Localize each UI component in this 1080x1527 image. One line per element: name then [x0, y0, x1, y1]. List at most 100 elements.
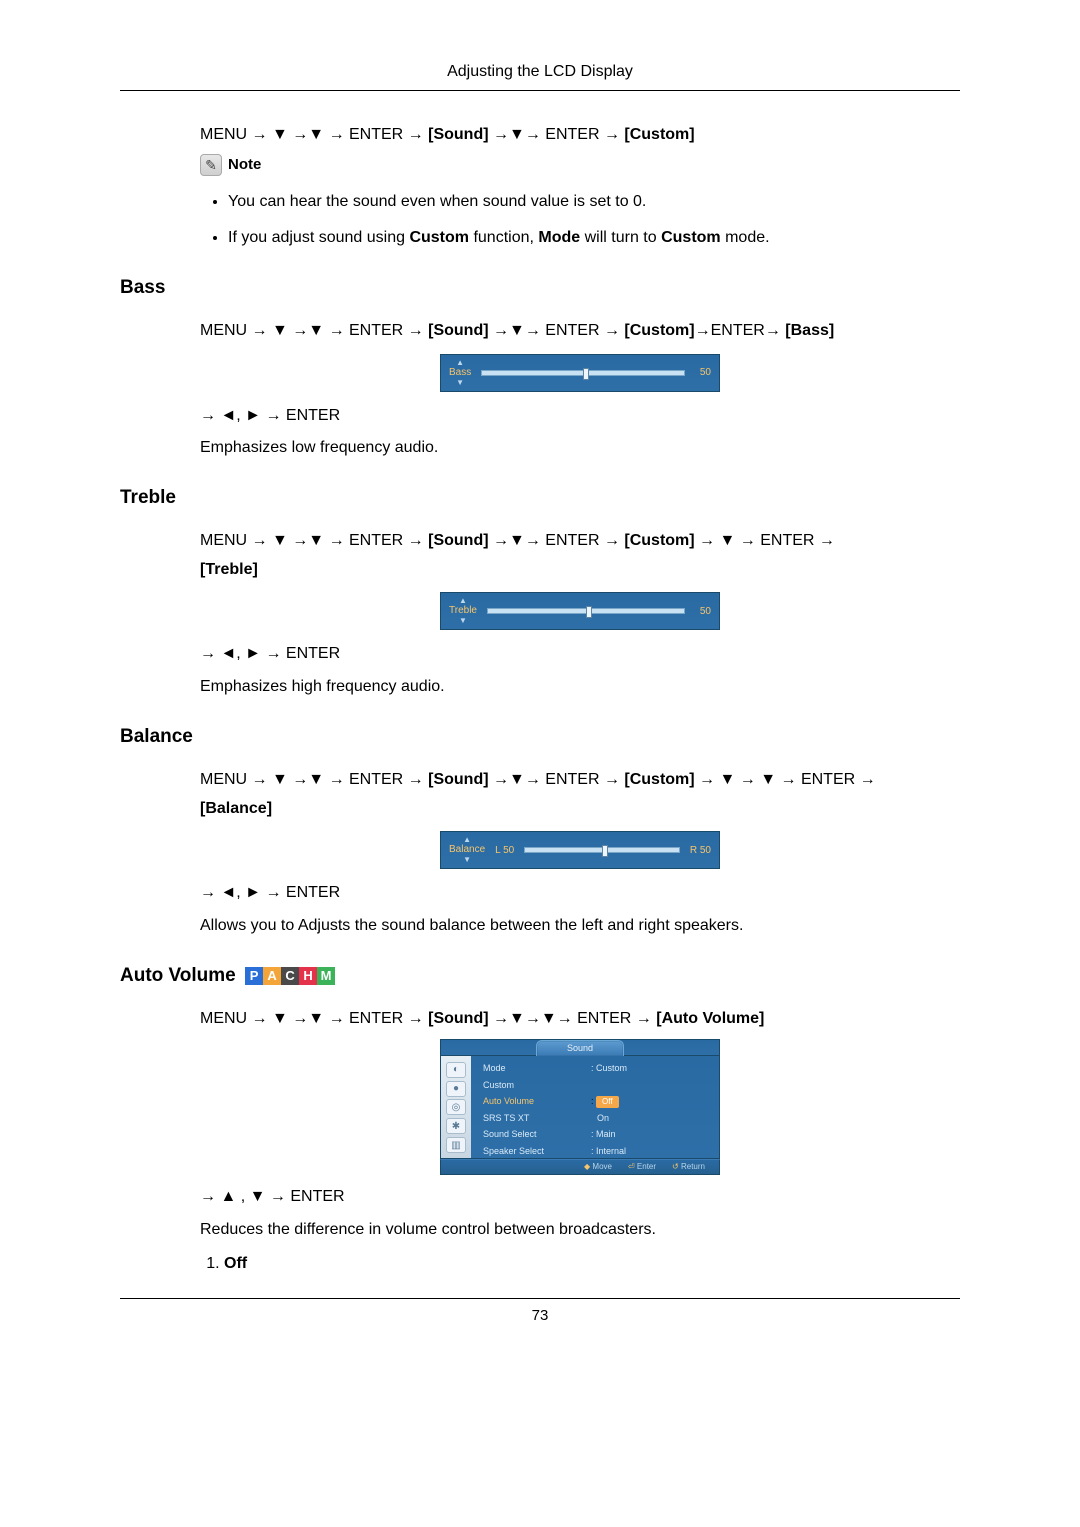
balance-right-label: R 50	[690, 843, 711, 858]
nav-custom: [Custom]	[624, 771, 694, 788]
nav-text: →▼→▼→ ENTER →	[489, 1010, 657, 1027]
nav-text: →ENTER→	[695, 322, 786, 339]
osd-body: ◐ ● ◎ ✱ ▥ Mode Custom Auto Volume SRS TS…	[440, 1055, 720, 1159]
balance-left-label: L 50	[495, 843, 514, 858]
osd-item[interactable]: SRS TS XT	[483, 1112, 573, 1126]
bullet-bold: Custom	[661, 229, 721, 246]
osd-item[interactable]: Speaker Select	[483, 1145, 573, 1159]
bass-block: MENU → ▼ →▼ → ENTER → [Sound] →▼→ ENTER …	[200, 317, 960, 461]
nav-sound: [Sound]	[428, 1010, 488, 1027]
slider-name: Balance	[449, 845, 485, 855]
nav-text: →▼→ ENTER →	[489, 322, 625, 339]
treble-desc: Emphasizes high frequency audio.	[200, 675, 960, 699]
osd-value: : Main	[591, 1128, 627, 1142]
bullet-text: If you adjust sound using	[228, 229, 409, 246]
nav-text: MENU → ▼ →▼ → ENTER →	[200, 771, 428, 788]
nav-text: →▼→ ENTER →	[489, 532, 625, 549]
page-number: 73	[120, 1305, 960, 1328]
bullet-bold: Custom	[409, 229, 469, 246]
badge-A: A	[263, 967, 281, 985]
arrow-up-icon: ▲	[459, 597, 467, 605]
osd-foot-return: ↺ Return	[672, 1161, 705, 1173]
osd-foot-return-label: Return	[681, 1162, 705, 1171]
section-autovol-title: Auto Volume PACHM	[120, 962, 960, 991]
nav-text: MENU → ▼ →▼ → ENTER →	[200, 322, 428, 339]
autovol-block: MENU → ▼ →▼ → ENTER → [Sound] →▼→▼→ ENTE…	[200, 1005, 960, 1277]
osd-columns: Mode Custom Auto Volume SRS TS XT Sound …	[471, 1056, 719, 1158]
bass-nav: MENU → ▼ →▼ → ENTER → [Sound] →▼→ ENTER …	[200, 317, 960, 346]
osd-item[interactable]: Custom	[483, 1079, 573, 1093]
osd-foot-enter: ⏎ Enter	[628, 1161, 656, 1173]
bass-slider-thumb[interactable]	[583, 368, 589, 380]
badge-C: C	[281, 967, 299, 985]
gear-icon[interactable]: ✱	[446, 1118, 466, 1134]
osd-panel: Sound ◐ ● ◎ ✱ ▥ Mode Custom Auto Volume …	[440, 1039, 720, 1175]
nav-text: MENU → ▼ →▼ → ENTER →	[200, 126, 428, 143]
treble-slider-track[interactable]	[487, 608, 685, 614]
intro-bullets: You can hear the sound even when sound v…	[228, 190, 960, 250]
nav-text: →▼→ ENTER →	[489, 126, 625, 143]
nav-sound: [Sound]	[428, 771, 488, 788]
multi-icon[interactable]: ▥	[446, 1137, 466, 1153]
slider-name: Treble	[449, 606, 477, 616]
osd-left-icons: ◐ ● ◎ ✱ ▥	[441, 1056, 471, 1158]
nav-bass: [Bass]	[785, 322, 834, 339]
osd-value-selected-wrap: : Off	[591, 1095, 627, 1109]
bullet-text: mode.	[721, 229, 770, 246]
balance-slider-thumb[interactable]	[602, 845, 608, 857]
osd-value: : Internal	[591, 1145, 627, 1159]
balance-nav: MENU → ▼ →▼ → ENTER → [Sound] →▼→ ENTER …	[200, 766, 960, 824]
osd-values-col: : Custom : Off On : Main : Internal	[591, 1062, 627, 1152]
osd-item[interactable]: Sound Select	[483, 1128, 573, 1142]
osd-item[interactable]: Mode	[483, 1062, 573, 1076]
osd-value: : Custom	[591, 1062, 627, 1076]
balance-post-nav: → ◄, ► → ENTER	[200, 879, 960, 908]
badge-M: M	[317, 967, 335, 985]
osd-value-selected[interactable]: Off	[596, 1096, 619, 1108]
list-item-bold: Off	[224, 1255, 247, 1272]
osd-value-below[interactable]: On	[591, 1112, 627, 1126]
nav-balance: [Balance]	[200, 800, 272, 817]
nav-sound: [Sound]	[428, 322, 488, 339]
osd-tab: Sound	[536, 1040, 624, 1057]
bullet-item: You can hear the sound even when sound v…	[228, 190, 960, 214]
bass-desc: Emphasizes low frequency audio.	[200, 436, 960, 460]
autovol-title-text: Auto Volume	[120, 965, 236, 986]
setup-icon[interactable]: ◎	[446, 1099, 466, 1115]
balance-slider-panel: ▲ Balance ▼ L 50 R 50	[440, 831, 720, 869]
arrow-up-icon: ▲	[456, 359, 464, 367]
nav-custom: [Custom]	[624, 322, 694, 339]
nav-autovol: [Auto Volume]	[656, 1010, 764, 1027]
arrow-down-icon: ▼	[456, 379, 464, 387]
arrow-down-icon: ▼	[459, 617, 467, 625]
nav-sound: [Sound]	[428, 126, 488, 143]
bass-slider-track[interactable]	[481, 370, 685, 376]
nav-custom: [Custom]	[624, 126, 694, 143]
bass-slider-panel: ▲ Bass ▼ 50	[440, 354, 720, 392]
return-icon: ↺	[672, 1162, 681, 1171]
picture-icon[interactable]: ◐	[446, 1062, 466, 1078]
intro-block: MENU → ▼ →▼ → ENTER → [Sound] →▼→ ENTER …	[200, 121, 960, 250]
balance-desc: Allows you to Adjusts the sound balance …	[200, 914, 960, 938]
list-item: Off	[224, 1252, 960, 1276]
section-balance-title: Balance	[120, 723, 960, 752]
slider-name: Bass	[449, 368, 471, 378]
enter-icon: ⏎	[628, 1162, 637, 1171]
osd-item-highlight[interactable]: Auto Volume	[483, 1095, 573, 1109]
treble-slider-panel: ▲ Treble ▼ 50	[440, 592, 720, 630]
badge-P: P	[245, 967, 263, 985]
osd-foot-enter-label: Enter	[637, 1162, 656, 1171]
bullet-item: If you adjust sound using Custom functio…	[228, 226, 960, 250]
pachm-badges: PACHM	[245, 967, 335, 985]
badge-H: H	[299, 967, 317, 985]
treble-slider-thumb[interactable]	[586, 606, 592, 618]
nav-text: MENU → ▼ →▼ → ENTER →	[200, 532, 428, 549]
balance-slider-track[interactable]	[524, 847, 680, 853]
autovol-desc: Reduces the difference in volume control…	[200, 1218, 960, 1242]
sound-icon[interactable]: ●	[446, 1081, 466, 1097]
treble-nav: MENU → ▼ →▼ → ENTER → [Sound] →▼→ ENTER …	[200, 527, 960, 585]
arrow-up-icon: ▲	[463, 836, 471, 844]
osd-foot-move: ◆ Move	[584, 1161, 612, 1173]
nav-custom: [Custom]	[624, 532, 694, 549]
nav-text: → ▼ → ▼ → ENTER →	[695, 771, 876, 788]
